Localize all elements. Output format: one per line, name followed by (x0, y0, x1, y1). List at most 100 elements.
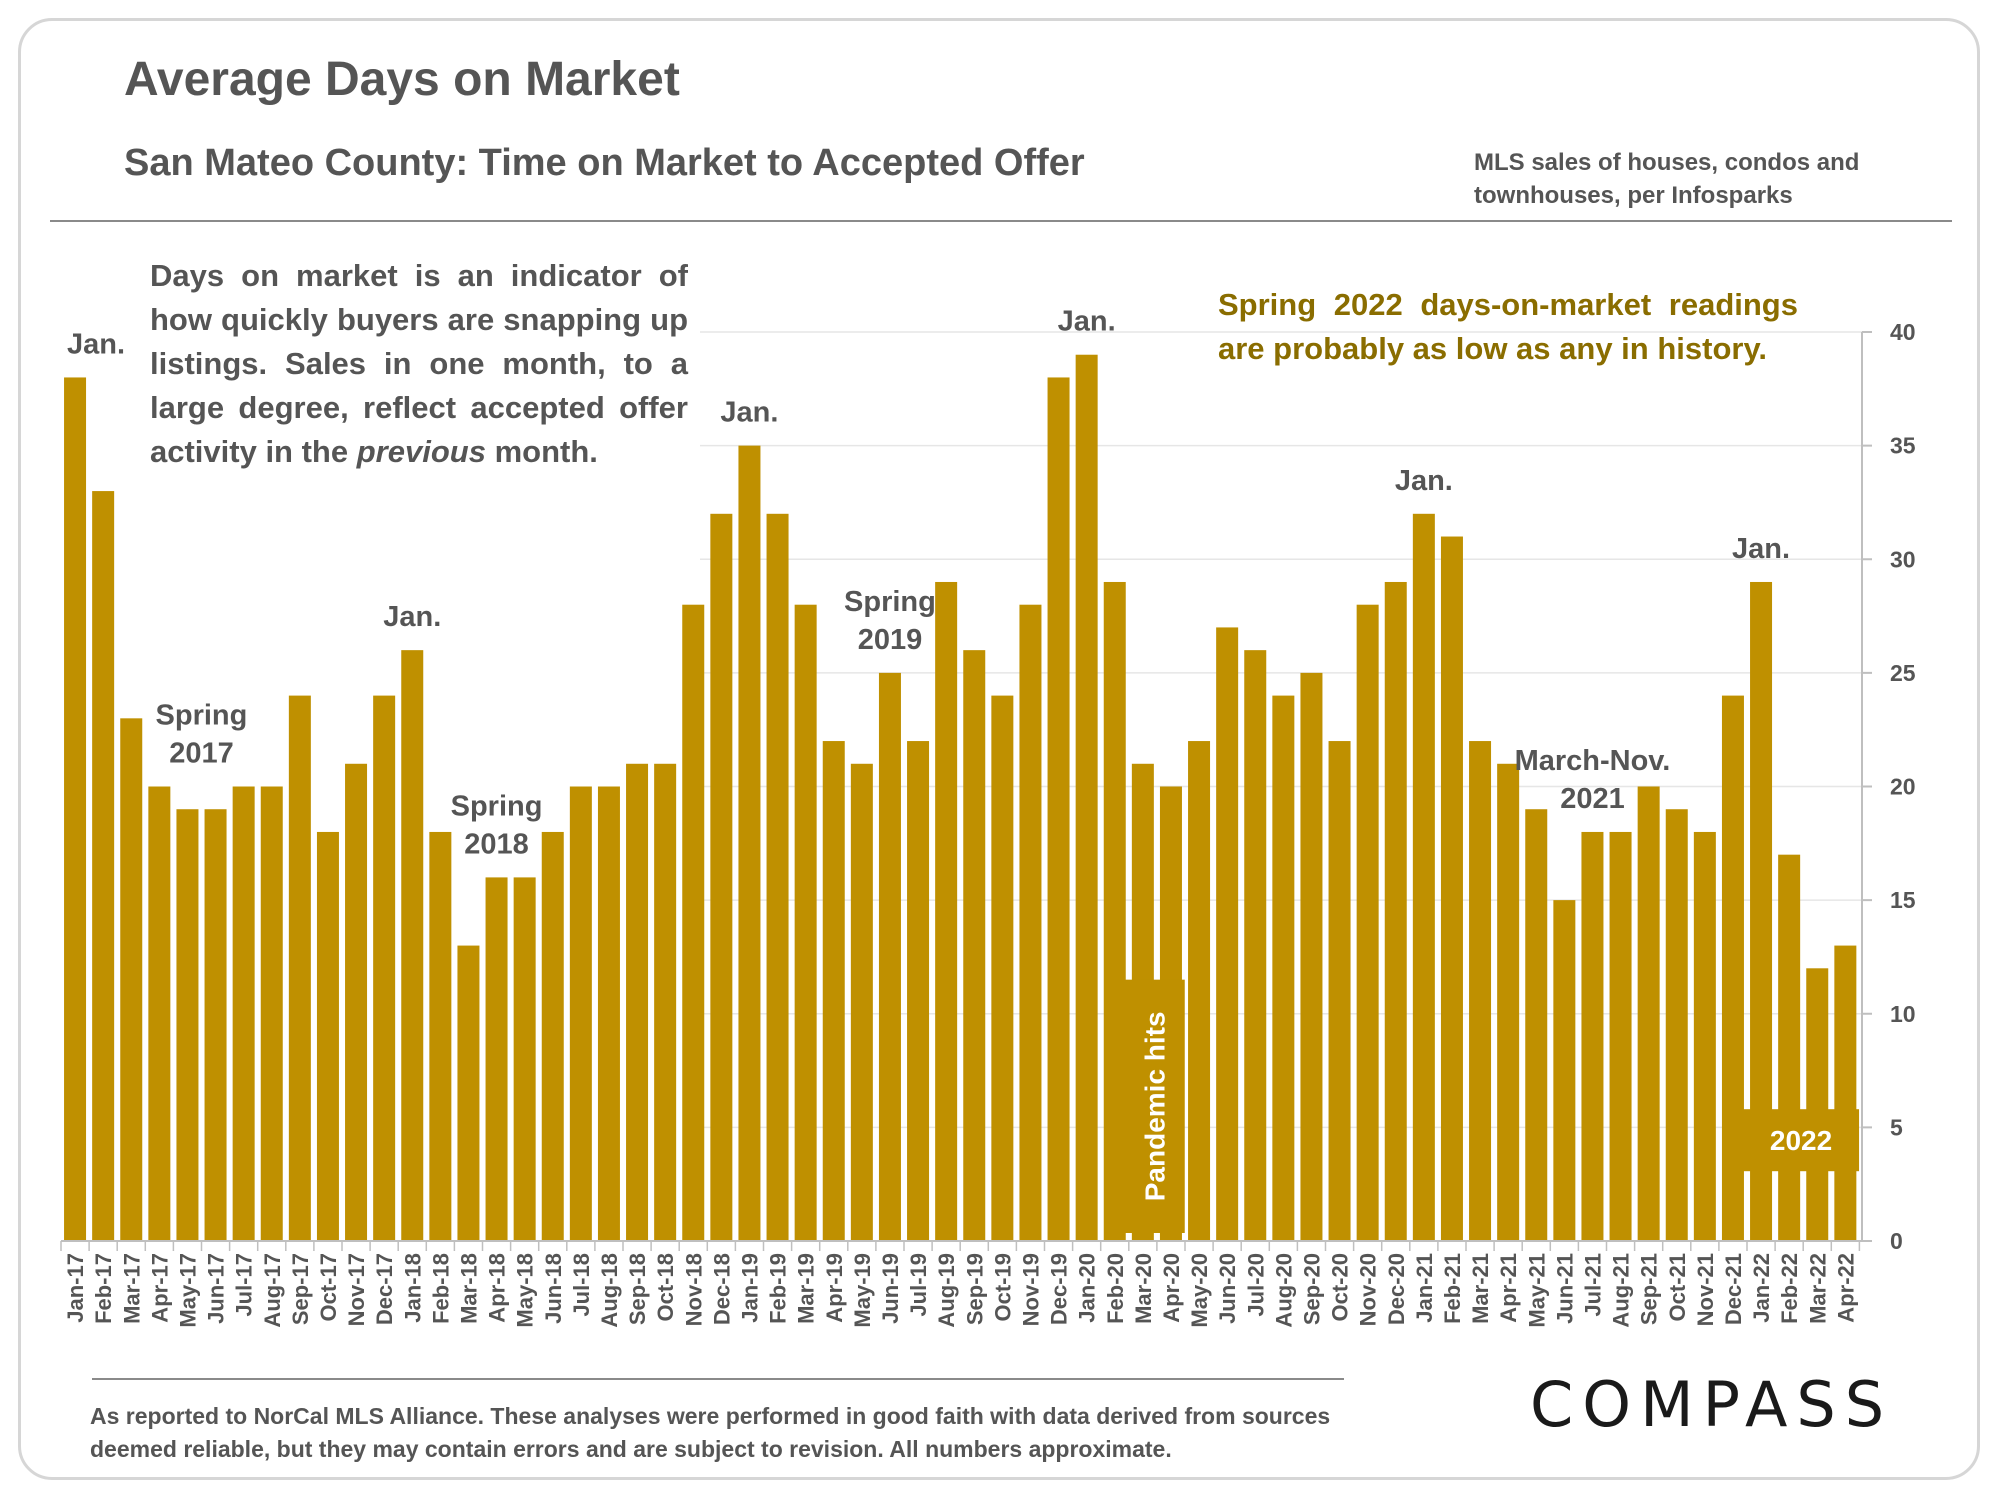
x-tick-label: Nov-17 (344, 1253, 369, 1326)
x-tick-label: Aug-19 (934, 1253, 959, 1328)
bar-Feb-21 (1440, 536, 1463, 1241)
bar-Jan-21 (1412, 513, 1435, 1241)
intro-paragraph: Days on market is an indicator of how qu… (150, 254, 688, 474)
bar-Apr-18 (485, 877, 508, 1241)
intro-text-after: month. (485, 434, 598, 469)
x-tick-label: Aug-20 (1271, 1253, 1296, 1328)
x-tick-label: Apr-21 (1496, 1253, 1521, 1323)
annotation-label: March-Nov. 2021 (1515, 745, 1671, 815)
x-tick-label: Mar-20 (1131, 1253, 1156, 1324)
bar-Jun-20 (1216, 627, 1239, 1241)
x-tick-label: Feb-19 (766, 1253, 791, 1324)
footer-divider (92, 1378, 1344, 1380)
bar-Sep-18 (626, 763, 649, 1241)
page-title: Average Days on Market (124, 53, 680, 106)
source-note: MLS sales of houses, condos and townhous… (1474, 149, 1860, 209)
bar-Jun-18 (541, 831, 564, 1241)
x-tick-label: Mar-17 (119, 1253, 144, 1324)
x-tick-label: Jul-21 (1580, 1253, 1605, 1317)
y-tick-label: 40 (1890, 319, 1916, 345)
x-tick-label: Feb-21 (1440, 1253, 1465, 1324)
bar-May-20 (1188, 741, 1211, 1241)
x-tick-label: Sep-21 (1637, 1253, 1662, 1325)
bar-Feb-19 (766, 513, 789, 1241)
bar-Mar-21 (1469, 741, 1492, 1241)
footer-disclaimer: As reported to NorCal MLS Alliance. Thes… (90, 1403, 1331, 1462)
x-tick-label: Jun-17 (204, 1253, 229, 1324)
annotation-label: Jan. (67, 328, 125, 360)
x-tick-label: Jun-21 (1552, 1253, 1577, 1324)
bar-Apr-17 (148, 786, 171, 1241)
y-tick-label: 20 (1890, 774, 1916, 800)
bar-Nov-20 (1356, 604, 1379, 1241)
annotation-label: Spring 2019 (844, 586, 936, 656)
x-tick-label: May-21 (1524, 1253, 1549, 1328)
bar-May-21 (1525, 809, 1548, 1241)
x-tick-label: Dec-17 (372, 1253, 397, 1325)
intro-text-before: Days on market is an indicator of how qu… (150, 258, 688, 469)
bar-May-18 (513, 877, 536, 1241)
x-tick-label: Nov-18 (681, 1253, 706, 1326)
header-divider (50, 220, 1952, 222)
x-tick-label: Jul-18 (569, 1253, 594, 1317)
compass-logo: COMPASS (1530, 1368, 1894, 1441)
x-tick-label: Sep-18 (625, 1253, 650, 1325)
x-tick-label: Oct-21 (1665, 1253, 1690, 1321)
bar-Mar-18 (457, 945, 480, 1241)
x-tick-label: Dec-19 (1047, 1253, 1072, 1325)
bar-Mar-19 (794, 604, 817, 1241)
bar-Oct-20 (1328, 741, 1351, 1241)
bar-Sep-17 (288, 695, 311, 1241)
x-tick-label: Jan-21 (1412, 1253, 1437, 1323)
bar-Aug-21 (1609, 831, 1632, 1241)
bar-Nov-19 (1019, 604, 1042, 1241)
y-tick-label: 10 (1890, 1001, 1916, 1027)
x-tick-label: Aug-18 (597, 1253, 622, 1328)
x-tick-label: Mar-18 (456, 1253, 481, 1324)
bar-Jul-21 (1581, 831, 1604, 1241)
x-tick-label: Jan-22 (1749, 1253, 1774, 1323)
x-tick-label: Sep-17 (288, 1253, 313, 1325)
bar-Mar-17 (120, 718, 143, 1241)
bar-Oct-21 (1665, 809, 1688, 1241)
x-tick-label: May-18 (513, 1253, 538, 1328)
bar-Mar-22 (1806, 968, 1829, 1241)
bar-Dec-18 (710, 513, 733, 1241)
x-tick-label: Apr-19 (822, 1253, 847, 1323)
bar-Nov-18 (682, 604, 705, 1241)
y-tick-label: 30 (1890, 546, 1916, 572)
bar-Feb-17 (92, 491, 115, 1241)
annotation-label: Jan. (720, 397, 778, 429)
x-tick-label: Jul-19 (906, 1253, 931, 1317)
bar-Sep-19 (963, 650, 986, 1241)
bar-Nov-17 (345, 763, 368, 1241)
bar-May-19 (850, 763, 873, 1241)
bar-Jan-19 (738, 445, 761, 1241)
x-tick-label: Dec-20 (1384, 1253, 1409, 1325)
annotation-label: Spring 2017 (156, 700, 248, 770)
year-label: 2022 (1770, 1125, 1832, 1156)
x-tick-label: Nov-19 (1018, 1253, 1043, 1326)
bar-Dec-19 (1047, 377, 1070, 1241)
bar-Sep-21 (1637, 786, 1660, 1241)
x-tick-label: Mar-22 (1805, 1253, 1830, 1324)
x-tick-label: Feb-22 (1777, 1253, 1802, 1324)
bar-Aug-19 (935, 581, 958, 1241)
annotation-label: Jan. (1732, 533, 1790, 565)
pandemic-label: Pandemic hits (1140, 1011, 1171, 1201)
x-tick-label: Dec-21 (1721, 1253, 1746, 1325)
annotation-label: Jan. (383, 601, 441, 633)
bar-Jan-17 (64, 377, 87, 1241)
bar-Feb-22 (1778, 854, 1801, 1241)
bar-Apr-22 (1834, 945, 1857, 1241)
bar-Jan-20 (1075, 354, 1098, 1242)
pandemic-label-box (1124, 979, 1185, 1233)
bar-Apr-19 (822, 741, 845, 1241)
bar-Aug-17 (260, 786, 283, 1241)
x-tick-label: Apr-22 (1833, 1253, 1858, 1323)
x-tick-label: Jan-19 (737, 1253, 762, 1323)
x-tick-label: Sep-19 (962, 1253, 987, 1325)
x-tick-label: Jun-19 (878, 1253, 903, 1324)
bar-Jul-18 (569, 786, 592, 1241)
x-tick-label: Jan-18 (400, 1253, 425, 1323)
